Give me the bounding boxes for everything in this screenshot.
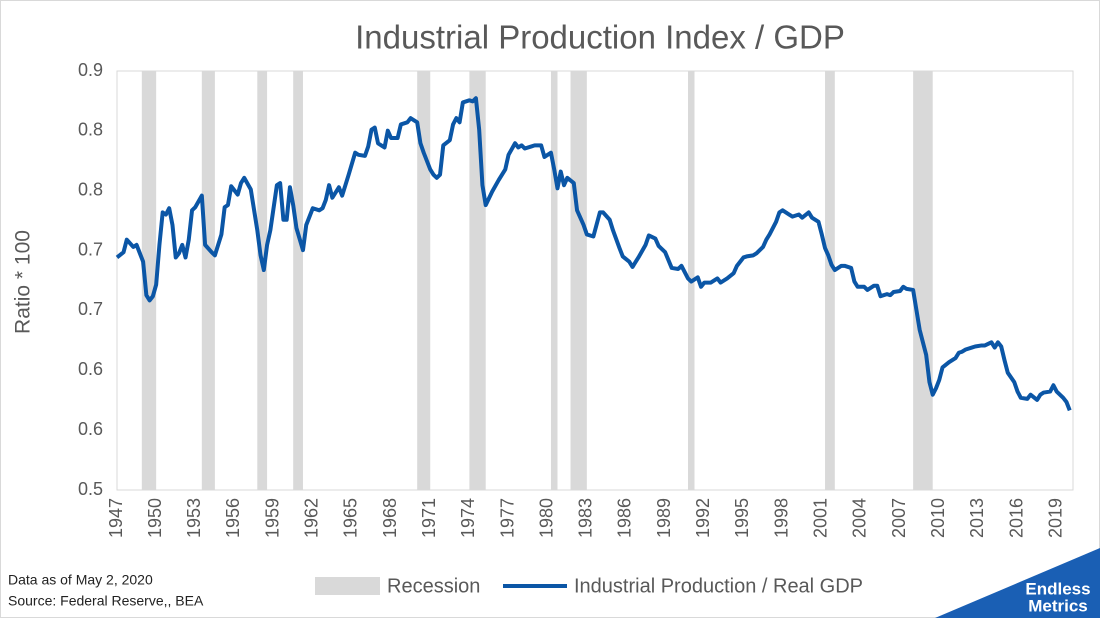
y-tick-label: 0.5 <box>78 479 103 499</box>
recession-band <box>570 71 587 490</box>
x-tick-label: 2007 <box>889 498 909 538</box>
y-tick-label: 0.9 <box>78 60 103 80</box>
y-tick-label: 0.6 <box>78 419 103 439</box>
x-tick-label: 1983 <box>576 498 596 538</box>
x-tick-label: 1956 <box>223 498 243 538</box>
y-tick-label: 0.8 <box>78 179 103 199</box>
legend-label: Industrial Production / Real GDP <box>574 575 863 597</box>
legend-label: Recession <box>387 575 480 597</box>
x-tick-label: 1980 <box>536 498 556 538</box>
y-tick-label: 0.6 <box>78 359 103 379</box>
x-tick-label: 2010 <box>928 498 948 538</box>
x-tick-label: 1995 <box>732 498 752 538</box>
x-tick-label: 1992 <box>693 498 713 538</box>
logo-text: Metrics <box>1028 596 1088 615</box>
y-tick-label: 0.7 <box>78 239 103 259</box>
recession-band <box>201 71 215 490</box>
x-tick-label: 1989 <box>654 498 674 538</box>
x-tick-label: 2001 <box>811 498 831 538</box>
recession-band <box>141 71 157 490</box>
legend-swatch <box>315 577 380 595</box>
x-tick-label: 2019 <box>1045 498 1065 538</box>
x-tick-label: 1971 <box>419 498 439 538</box>
recession-band <box>293 71 303 490</box>
y-axis-label: Ratio * 100 <box>12 230 35 334</box>
logo-text: Endless <box>1025 579 1090 598</box>
x-tick-label: 1974 <box>458 498 478 538</box>
recession-band <box>825 71 835 490</box>
x-tick-label: 1953 <box>184 498 204 538</box>
x-tick-label: 2004 <box>850 498 870 538</box>
note: Source: Federal Reserve,, BEA <box>8 593 204 609</box>
x-tick-label: 1965 <box>341 498 361 538</box>
x-tick-label: 1998 <box>771 498 791 538</box>
recession-band <box>913 71 933 490</box>
x-tick-label: 1950 <box>145 498 165 538</box>
logo-shape <box>935 548 1100 618</box>
plot-border <box>116 70 1074 491</box>
x-tick-label: 1968 <box>380 498 400 538</box>
x-tick-label: 1977 <box>497 498 517 538</box>
y-tick-label: 0.7 <box>78 299 103 319</box>
x-tick-label: 2013 <box>967 498 987 538</box>
x-tick-label: 1959 <box>262 498 282 538</box>
recession-band <box>417 71 431 490</box>
data-line <box>115 96 1072 412</box>
chart-title: Industrial Production Index / GDP <box>355 19 845 56</box>
recession-band <box>550 71 558 490</box>
y-tick-label: 0.8 <box>78 120 103 140</box>
x-tick-label: 2016 <box>1006 498 1026 538</box>
x-tick-label: 1986 <box>615 498 635 538</box>
note: Data as of May 2, 2020 <box>8 572 153 588</box>
x-tick-label: 1947 <box>106 498 126 538</box>
recession-band <box>257 71 268 490</box>
x-tick-label: 1962 <box>302 498 322 538</box>
